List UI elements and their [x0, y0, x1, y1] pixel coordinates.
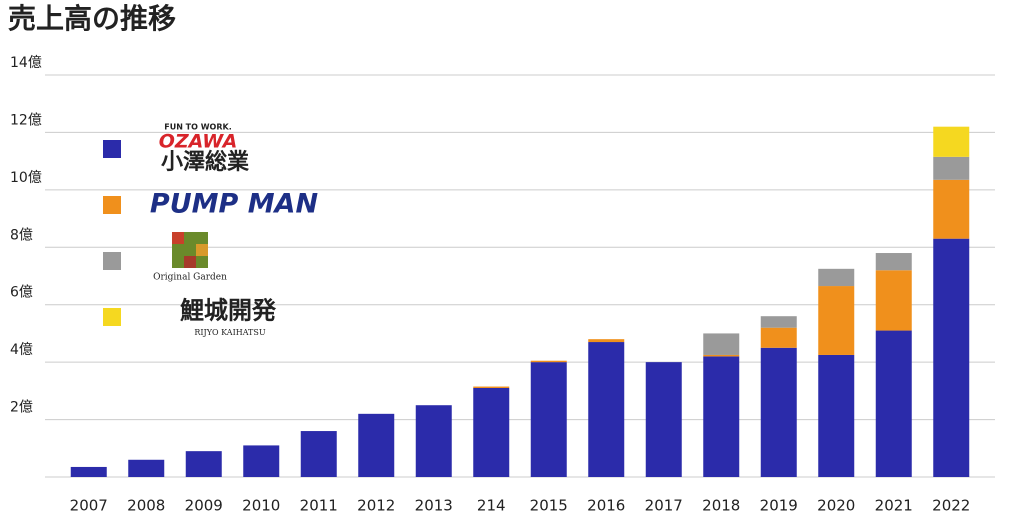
x-tick-label: 2007 [70, 497, 108, 515]
bar-segment [875, 270, 912, 331]
garden-logo [172, 232, 208, 268]
bar-segment [185, 451, 222, 477]
bar-segment [70, 466, 107, 477]
legend-swatch [103, 196, 121, 214]
legend-tagline: FUN TO WORK. [164, 123, 232, 132]
bar-segment [588, 339, 625, 343]
y-tick-label: 8億 [10, 227, 33, 243]
legend: FUN TO WORK. OZAWA 小澤総業 PUMP MAN Origina… [103, 123, 319, 337]
y-tick-label: 6億 [10, 285, 33, 301]
bar-segment [588, 342, 625, 477]
legend-label: 小澤総業 [161, 149, 250, 175]
bar-segment [473, 387, 510, 477]
legend-swatch [103, 308, 121, 326]
x-tick-label: 2021 [875, 497, 913, 515]
bar-segment [358, 413, 395, 477]
x-tick-label: 2008 [127, 497, 165, 515]
legend-label: PUMP MAN [150, 189, 319, 220]
legend-brand: OZAWA [159, 131, 238, 153]
bar-segment [645, 362, 682, 477]
bar-segment [933, 156, 970, 180]
bar-segment [760, 327, 797, 348]
legend-label: 鯉城開発 [180, 296, 277, 325]
y-tick-label: 2億 [10, 400, 33, 416]
x-tick-label: 2018 [702, 497, 740, 515]
bar-segment [415, 405, 452, 477]
x-tick-label: 2010 [242, 497, 280, 515]
x-tick-label: 2019 [760, 497, 798, 515]
bar-segment [243, 445, 280, 477]
bar-segment [818, 286, 855, 355]
bar-segment [818, 268, 855, 287]
legend-subtitle: RIJYO KAIHATSU [194, 328, 265, 337]
bar-segment [933, 238, 970, 477]
y-tick-label: 12億 [10, 112, 42, 128]
legend-label: Original Garden [153, 273, 227, 283]
x-tick-label: 2009 [185, 497, 223, 515]
bar-segment [933, 126, 970, 157]
bar-segment [530, 362, 567, 477]
y-tick-label: 14億 [10, 55, 42, 71]
y-tick-label: 4億 [10, 342, 33, 358]
bar-segment [300, 431, 337, 477]
x-tick-label: 2016 [587, 497, 625, 515]
x-tick-label: 2013 [415, 497, 453, 515]
x-tick-label: 2015 [530, 497, 568, 515]
chart-title: 売上高の推移 [8, 2, 176, 35]
bar-segment [933, 179, 970, 239]
legend-swatch [103, 140, 121, 158]
legend-swatch [103, 252, 121, 270]
bar-segment [473, 386, 510, 388]
x-tick-label: 2011 [300, 497, 338, 515]
bar-segment [875, 253, 912, 271]
bar-segment [818, 354, 855, 477]
bar-segment [760, 347, 797, 477]
x-tick-label: 2022 [932, 497, 970, 515]
bar-segment [760, 316, 797, 328]
x-tick-label: 2017 [645, 497, 683, 515]
bar-segment [128, 459, 165, 477]
y-tick-label: 10億 [10, 170, 42, 186]
bar-segment [530, 360, 567, 363]
bar-segment [703, 354, 740, 357]
x-tick-label: 2012 [357, 497, 395, 515]
x-tick-label: 2020 [817, 497, 855, 515]
x-tick-label: 214 [477, 497, 506, 515]
bar-segment [703, 356, 740, 477]
bar-segment [703, 333, 740, 355]
bar-segment [875, 330, 912, 477]
